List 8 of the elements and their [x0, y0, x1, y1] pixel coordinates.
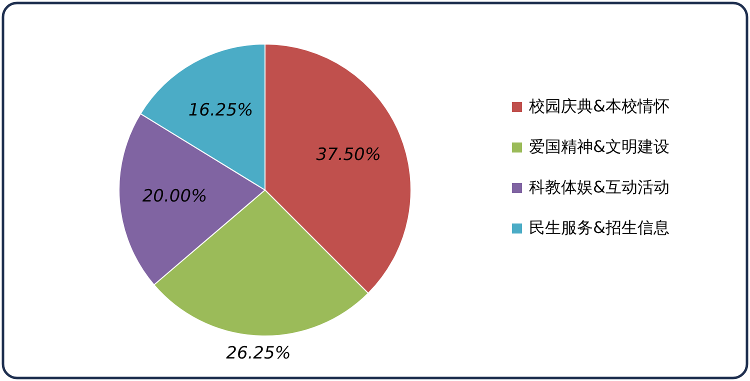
- legend-label: 爱国精神&文明建设: [529, 136, 670, 156]
- data-label: 20.00%: [142, 186, 208, 207]
- legend-label: 校园庆典&本校情怀: [528, 96, 670, 116]
- data-label: 16.25%: [188, 100, 254, 121]
- data-label: 26.25%: [226, 344, 291, 364]
- legend-label: 科教体娱&互动活动: [529, 177, 670, 196]
- legend-label: 民生服务&招生信息: [529, 218, 670, 237]
- data-label: 37.50%: [316, 145, 382, 166]
